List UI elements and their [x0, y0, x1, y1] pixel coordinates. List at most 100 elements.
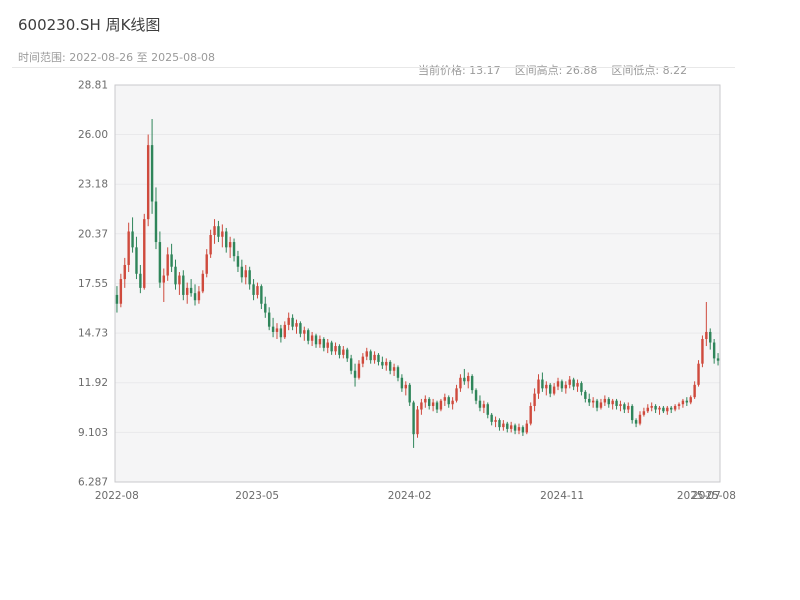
candle-body	[244, 270, 247, 278]
candle-body	[334, 346, 337, 352]
candle-body	[634, 420, 638, 424]
y-tick-label: 20.37	[78, 228, 108, 240]
candle-body	[193, 293, 197, 301]
candle-body	[166, 254, 169, 276]
candle-body	[490, 414, 493, 422]
candle-body	[306, 330, 310, 341]
candle-body	[416, 409, 419, 435]
candle-body	[595, 400, 599, 408]
candle-body	[552, 386, 556, 394]
candle-body	[388, 361, 392, 371]
candle-body	[443, 397, 447, 401]
candle-body	[361, 356, 365, 364]
candle-body	[205, 254, 208, 274]
candle-body	[427, 398, 431, 406]
candle-body	[283, 324, 287, 338]
candle-body	[685, 400, 689, 403]
candle-body	[287, 317, 290, 325]
candle-body	[123, 264, 126, 280]
candle-body	[677, 404, 681, 406]
candle-body	[154, 201, 158, 243]
candle-body	[404, 384, 408, 389]
candle-body	[178, 275, 181, 285]
candle-body	[392, 367, 396, 371]
candle-body	[529, 405, 532, 424]
x-tick-label: 2025-07	[677, 490, 721, 502]
candle-body	[513, 425, 517, 431]
candle-body	[318, 338, 322, 345]
candle-body	[502, 423, 505, 428]
candle-body	[541, 379, 544, 389]
candle-body	[271, 326, 275, 332]
candle-body	[256, 286, 259, 295]
kline-chart-svg: 28.81 26.00 23.18 20.37 17.55 14.73 11.92 9.103…	[78, 80, 736, 503]
candle-body	[451, 400, 454, 405]
candle-body	[701, 338, 704, 364]
candle-body	[568, 379, 571, 385]
candle-body	[412, 402, 415, 435]
candle-body	[174, 266, 177, 285]
candle-body	[275, 328, 279, 332]
time-range-label: 时间范围: 2022-08-26 至 2025-08-08	[18, 51, 216, 64]
y-tick-label: 11.92	[78, 377, 108, 389]
x-tick-label: 2025-08	[692, 490, 736, 502]
y-tick-label: 26.00	[78, 129, 108, 141]
candle-body	[669, 407, 673, 410]
candle-body	[560, 381, 564, 389]
candle-body	[322, 338, 326, 348]
candle-body	[314, 335, 318, 345]
candle-body	[326, 342, 329, 348]
x-tick-label: 2024-02	[388, 490, 432, 502]
candle-body	[143, 219, 146, 288]
candle-body	[646, 407, 650, 412]
x-tick-label: 2022-08	[95, 490, 139, 502]
candle-body	[533, 393, 536, 406]
candle-body	[576, 383, 579, 387]
candle-body	[381, 361, 384, 366]
y-tick-label: 23.18	[78, 179, 108, 191]
candle-body	[338, 346, 341, 355]
candle-body	[494, 420, 497, 422]
candle-body	[385, 361, 388, 366]
candle-body	[599, 402, 603, 408]
candle-body	[279, 328, 283, 338]
candle-body	[248, 270, 251, 285]
candle-body	[115, 294, 119, 304]
candle-body	[185, 287, 189, 295]
candle-body	[252, 284, 255, 295]
x-tick-label: 2023-05	[235, 490, 279, 502]
candle-body	[498, 420, 501, 428]
candle-body	[267, 312, 271, 327]
candle-body	[716, 358, 720, 361]
candle-body	[607, 398, 610, 405]
candle-body	[400, 377, 404, 389]
candle-body	[127, 231, 130, 265]
header-divider	[12, 67, 735, 68]
candle-body	[447, 397, 450, 405]
candle-body	[548, 384, 552, 394]
candle-body	[299, 323, 302, 334]
candle-body	[135, 247, 138, 274]
candle-body	[642, 411, 646, 415]
y-tick-label: 14.73	[78, 328, 108, 340]
candle-body	[435, 402, 439, 410]
candle-body	[431, 402, 435, 406]
candle-body	[170, 254, 173, 267]
candle-body	[182, 275, 185, 295]
candle-body	[712, 342, 716, 359]
candle-body	[439, 400, 443, 410]
candle-body	[681, 400, 685, 405]
candle-body	[627, 405, 630, 410]
candle-body	[225, 231, 228, 248]
candle-body	[349, 358, 353, 371]
plot-border	[114, 84, 721, 483]
y-tick-label: 6.287	[78, 477, 108, 489]
candle-body	[509, 425, 513, 429]
candle-body	[146, 145, 150, 220]
candle-body	[408, 384, 411, 403]
candle-body	[131, 231, 134, 248]
candle-body	[572, 379, 575, 387]
candle-body	[470, 376, 474, 391]
candle-body	[158, 242, 162, 283]
